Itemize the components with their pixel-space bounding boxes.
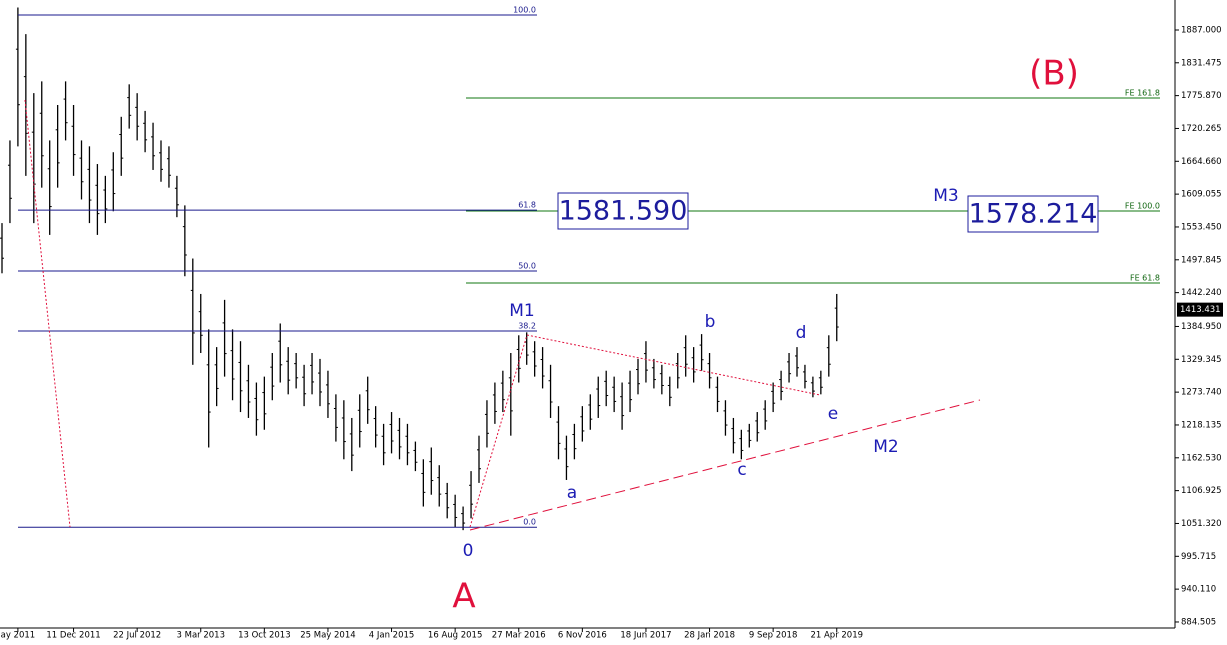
fe-label: FE 100.0 — [1125, 201, 1160, 210]
y-tick-label: 1553.450 — [1181, 222, 1222, 232]
wave-degree-label: A — [452, 577, 475, 617]
wave-label: M3 — [933, 186, 958, 206]
price-box — [557, 192, 689, 230]
y-tick-label: 1218.135 — [1181, 420, 1222, 430]
wave-label: 0 — [463, 541, 474, 561]
wave-label: d — [796, 323, 807, 343]
y-tick-label: 1497.845 — [1181, 255, 1222, 265]
x-tick-label: ay 2011 — [1, 631, 36, 641]
x-tick-label: 11 Dec 2011 — [46, 631, 100, 641]
fib-label: 38.2 — [518, 321, 536, 330]
y-tick-label: 1384.950 — [1181, 322, 1222, 332]
current-price-label: 1413.431 — [1180, 305, 1221, 315]
wave-label: c — [737, 460, 746, 480]
price-box-label: 1578.214 — [969, 199, 1098, 230]
wave-label: e — [828, 404, 838, 424]
fib-label: 50.0 — [518, 261, 536, 270]
y-tick-label: 995.715 — [1181, 552, 1216, 562]
trend-line — [469, 399, 981, 531]
x-tick-label: 27 Mar 2016 — [492, 631, 546, 641]
y-tick-label: 1664.660 — [1181, 157, 1222, 167]
y-tick-label: 1887.000 — [1181, 25, 1222, 35]
y-tick-label: 1273.740 — [1181, 388, 1222, 398]
y-tick-label: 940.110 — [1181, 585, 1216, 595]
x-tick-label: 25 May 2014 — [300, 631, 355, 641]
x-tick-label: 13 Oct 2013 — [238, 631, 291, 641]
wave-label: b — [705, 312, 716, 332]
fib-label: 0.0 — [523, 518, 536, 527]
y-tick-label: 1720.265 — [1181, 124, 1222, 134]
x-tick-label: 16 Aug 2015 — [428, 631, 482, 641]
x-tick-label: 6 Nov 2016 — [558, 631, 607, 641]
x-tick-label: 3 Mar 2013 — [177, 631, 225, 641]
y-tick-label: 1162.530 — [1181, 453, 1222, 463]
wave-line — [469, 334, 528, 528]
wave-label: a — [567, 483, 577, 503]
wave-line — [526, 334, 821, 396]
wave-label: M2 — [873, 437, 898, 457]
x-tick-label: 18 Jun 2017 — [620, 631, 671, 641]
x-tick-label: 22 Jul 2012 — [113, 631, 161, 641]
y-tick-label: 1051.320 — [1181, 519, 1222, 529]
fe-label: FE 161.8 — [1125, 89, 1160, 98]
price-box-label: 1581.590 — [559, 196, 688, 227]
y-tick-label: 1775.870 — [1181, 91, 1222, 101]
x-tick-label: 21 Apr 2019 — [810, 631, 863, 641]
current-price-box — [1177, 302, 1223, 317]
y-tick-label: 1831.475 — [1181, 58, 1222, 68]
y-tick-label: 884.505 — [1181, 617, 1216, 627]
x-tick-label: 9 Sep 2018 — [749, 631, 797, 641]
x-tick-label: 4 Jan 2015 — [369, 631, 415, 641]
y-tick-label: 1442.240 — [1181, 288, 1222, 298]
y-tick-label: 1329.345 — [1181, 355, 1222, 365]
x-tick-label: 28 Jan 2018 — [684, 631, 735, 641]
wave-label: M1 — [509, 301, 534, 321]
fe-label: FE 61.8 — [1130, 274, 1160, 283]
fib-label: 61.8 — [518, 201, 536, 210]
wave-line — [24, 99, 71, 528]
y-tick-label: 1609.055 — [1181, 190, 1222, 200]
wave-degree-label: (B) — [1029, 54, 1079, 94]
price-box — [967, 195, 1099, 233]
fib-label: 100.0 — [513, 5, 536, 14]
y-tick-label: 1106.925 — [1181, 486, 1222, 496]
